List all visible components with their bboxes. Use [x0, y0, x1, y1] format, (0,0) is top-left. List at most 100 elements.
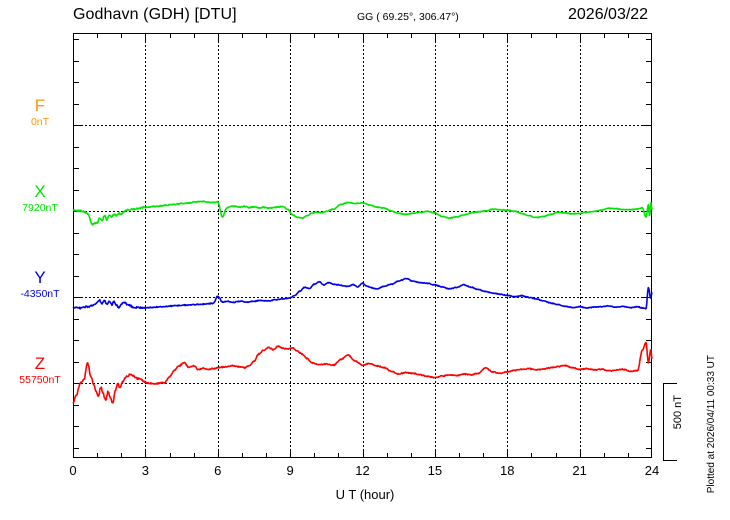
series-baseline-value: -4350nT	[20, 288, 60, 300]
y-axis-tick	[646, 146, 652, 148]
x-axis-tick	[459, 453, 460, 458]
x-axis-tick	[145, 449, 147, 458]
y-axis-tick	[646, 447, 652, 449]
x-tick-label: 6	[214, 463, 222, 478]
x-axis-tick	[627, 453, 629, 458]
y-axis-tick	[646, 82, 652, 83]
vertical-gridline	[434, 33, 436, 458]
y-axis-tick	[73, 168, 79, 169]
x-axis-tick	[266, 453, 267, 458]
x-axis-tick	[531, 33, 533, 38]
x-axis-tick	[483, 33, 485, 38]
y-axis-tick	[73, 189, 79, 191]
x-axis-tick	[338, 33, 340, 38]
trace-x	[72, 200, 653, 226]
y-axis-tick	[646, 103, 652, 105]
x-axis-tick	[290, 33, 292, 41]
scale-bar	[663, 383, 677, 461]
vertical-gridline	[507, 33, 509, 458]
baseline-x	[73, 211, 652, 212]
series-symbol: Z	[34, 354, 46, 373]
y-axis-tick	[73, 426, 79, 427]
x-tick-label: 3	[141, 463, 149, 478]
y-axis-tick	[73, 82, 79, 83]
y-axis-tick	[646, 275, 652, 277]
x-axis-tick	[483, 453, 485, 458]
y-axis-tick	[646, 168, 652, 169]
y-axis-tick	[73, 383, 82, 384]
y-axis-tick	[646, 60, 652, 62]
magnetogram-plot-area	[72, 33, 653, 458]
y-axis-tick	[73, 146, 79, 148]
x-axis-tick	[555, 453, 557, 458]
x-tick-label: 12	[355, 463, 370, 478]
x-axis-tick	[97, 453, 99, 458]
x-axis-tick	[579, 33, 581, 41]
x-axis-tick	[603, 453, 605, 458]
x-axis-tick	[121, 33, 123, 38]
series-baseline-value: 0nT	[30, 116, 50, 128]
series-symbol: X	[34, 182, 46, 201]
y-axis-tick	[73, 103, 79, 105]
y-axis-tick	[73, 232, 79, 234]
y-axis-tick	[646, 39, 652, 40]
y-axis-tick	[73, 297, 82, 298]
x-axis-tick	[362, 33, 364, 41]
y-axis-tick	[73, 254, 79, 255]
x-tick-label: 0	[69, 463, 77, 478]
series-label-f: F 0nT	[8, 97, 72, 128]
x-axis-tick	[169, 453, 171, 458]
series-label-x: X 7920nT	[8, 183, 72, 214]
y-axis-tick	[73, 318, 79, 320]
x-axis-tick	[362, 449, 364, 458]
station-title: Godhavn (GDH) [DTU]	[73, 6, 237, 23]
x-axis-tick	[145, 33, 147, 41]
series-baseline-value: 55750nT	[19, 374, 61, 386]
x-axis-tick	[193, 33, 195, 38]
baseline-y	[73, 297, 652, 298]
x-tick-label: 9	[286, 463, 294, 478]
scale-bar-cap-top	[663, 383, 677, 385]
x-axis-tick	[290, 449, 292, 458]
y-axis-tick	[73, 340, 79, 341]
x-axis-tick	[266, 33, 267, 38]
x-axis-tick	[386, 453, 388, 458]
trace-y	[72, 277, 653, 310]
x-axis-tick	[193, 453, 195, 458]
vertical-gridline	[362, 33, 364, 458]
x-axis-tick	[651, 449, 652, 458]
x-tick-label: 18	[500, 463, 515, 478]
x-axis-tick	[531, 453, 533, 458]
y-axis-tick	[643, 125, 652, 126]
x-axis-tick	[217, 449, 219, 458]
y-axis-tick	[643, 383, 652, 384]
y-axis-tick	[646, 404, 652, 406]
x-axis-tick	[217, 33, 219, 41]
series-label-y: Y -4350nT	[8, 269, 72, 300]
x-axis-tick	[434, 449, 436, 458]
y-axis-tick	[73, 447, 79, 449]
y-axis-tick	[73, 125, 82, 126]
trace-z	[72, 341, 653, 404]
x-axis-tick	[241, 33, 243, 38]
y-axis-tick	[646, 340, 652, 341]
x-axis-tick	[121, 453, 123, 458]
y-axis-tick	[646, 232, 652, 234]
x-axis-tick	[651, 33, 652, 41]
y-axis-tick	[73, 404, 79, 406]
baseline-z	[73, 383, 652, 384]
y-axis-tick	[646, 426, 652, 427]
x-axis-tick	[555, 33, 557, 38]
x-axis-tick	[507, 33, 509, 41]
series-baseline-value: 7920nT	[22, 202, 58, 214]
x-tick-label: 15	[427, 463, 443, 478]
vertical-gridline	[217, 33, 219, 458]
y-axis-tick	[73, 275, 79, 277]
series-label-z: Z 55750nT	[8, 355, 72, 386]
x-axis-tick	[73, 449, 74, 458]
x-axis-title: U T (hour)	[335, 487, 395, 502]
scale-bar-line	[663, 383, 665, 461]
x-axis-tick	[97, 33, 99, 38]
plotted-at-timestamp: Plotted at 2026/04/11 00:33 UT	[706, 355, 717, 494]
